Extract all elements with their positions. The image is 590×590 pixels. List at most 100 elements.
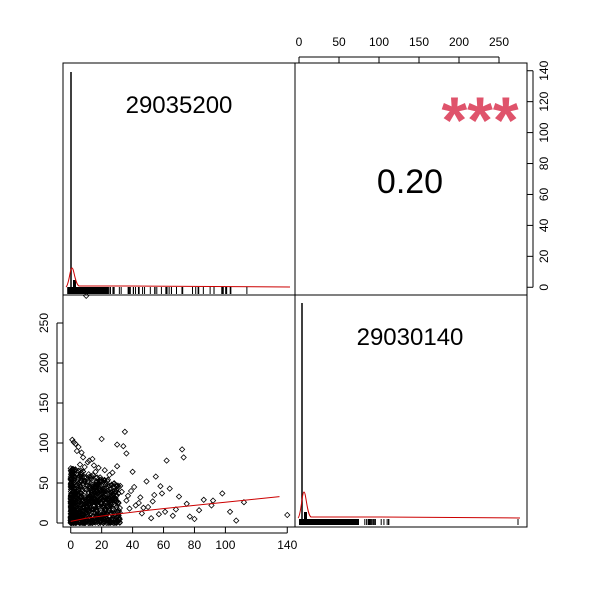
rug-var2: [299, 519, 519, 525]
scatter-point: [74, 491, 81, 498]
scatter-point: [118, 488, 125, 495]
scatter-point: [69, 466, 77, 473]
scatter-point: [83, 482, 91, 489]
scatter-point: [89, 496, 96, 504]
scatter-point: [92, 495, 99, 502]
right-axis-tick-label: 80: [537, 157, 551, 171]
scatter-point: [83, 292, 90, 299]
scatter-point: [100, 486, 107, 493]
scatter-point: [116, 504, 124, 512]
scatter-point: [90, 503, 98, 510]
left-axis-tick-label: 200: [37, 353, 51, 373]
significance-stars: ***: [441, 83, 518, 157]
right-axis-tick-label: 20: [537, 249, 551, 263]
right-axis-tick-label: 40: [537, 218, 551, 232]
scatter-point: [240, 499, 248, 506]
bottom-axis-tick-label: 60: [157, 538, 171, 552]
scatter-point: [233, 517, 240, 524]
bottom-axis-tick-label: 140: [277, 538, 297, 552]
scatter-point: [101, 516, 108, 523]
scatter-point: [96, 483, 103, 490]
scatter-point: [70, 505, 77, 512]
var2-label: 29030140: [357, 324, 464, 351]
scatter-point: [81, 474, 88, 481]
panel-correlation: 0.20 ***: [377, 83, 519, 201]
scatter-point: [79, 454, 87, 461]
scatter-point: [137, 494, 144, 501]
bottom-axis-tick-label: 40: [126, 538, 140, 552]
scatter-point: [114, 512, 122, 520]
scatter-point: [103, 495, 111, 502]
density-line: [297, 491, 521, 519]
scatter-point: [104, 517, 112, 524]
scatter-point: [101, 467, 108, 474]
scatter-point: [108, 493, 116, 500]
axes: 0 50 100 150 200 2500204060801001201400501001…: [37, 35, 551, 552]
scatter-points: [67, 292, 291, 527]
scatter-point: [71, 485, 78, 493]
scatter-point: [101, 507, 108, 514]
scatter-point: [84, 459, 91, 466]
scatter-point: [178, 446, 186, 453]
scatter-point: [94, 513, 101, 520]
scatter-point: [86, 492, 94, 500]
scatter-point: [115, 516, 122, 523]
scatter-point: [89, 512, 97, 519]
scatter-point: [169, 512, 176, 519]
right-axis-tick-label: 120: [537, 91, 551, 111]
scatter-point: [123, 497, 130, 504]
scatter-point: [79, 487, 86, 494]
scatter-point: [113, 463, 121, 470]
scatter-point: [124, 492, 132, 499]
scatter-point: [163, 457, 170, 464]
scatter-point: [86, 483, 94, 490]
scatter-point: [152, 473, 159, 480]
scatter-point: [166, 485, 173, 492]
scatter-point: [147, 515, 155, 522]
scatter-point: [67, 505, 75, 513]
scatter-point: [93, 477, 100, 485]
top-axis-tick-label: 250: [489, 35, 509, 49]
scatter-point: [158, 490, 166, 497]
scatter-point: [101, 493, 108, 501]
scatter-point: [96, 474, 104, 481]
scatter-point: [132, 502, 139, 509]
scatter-point: [226, 508, 234, 515]
smooth-line: [70, 496, 280, 522]
scatter-point: [112, 511, 119, 518]
right-axis-tick-label: 0: [537, 284, 551, 291]
scatter-point: [208, 502, 215, 509]
scatter-point: [73, 503, 80, 510]
top-axis-tick-label: 100: [369, 35, 389, 49]
scatter-point: [68, 473, 76, 480]
scatter-point: [89, 483, 96, 491]
scatter-point: [90, 462, 98, 469]
scatter-point: [72, 440, 79, 447]
bottom-axis-tick-label: 80: [188, 538, 202, 552]
scatter-point: [104, 476, 112, 483]
scatter-point: [76, 514, 83, 522]
left-axis-tick-label: 0: [37, 519, 51, 526]
scatter-point: [94, 487, 101, 494]
scatter-point: [110, 501, 118, 509]
right-axis-tick-label: 100: [537, 122, 551, 142]
scatter-point: [93, 481, 101, 488]
scatter-point: [115, 518, 122, 525]
scatter-point: [143, 478, 150, 485]
scatter-point: [284, 511, 291, 519]
scatter-point: [138, 510, 146, 517]
density-line: [65, 267, 291, 288]
bottom-axis-tick-label: 20: [95, 538, 109, 552]
scatter-point: [161, 508, 169, 515]
scatter-point: [101, 487, 108, 494]
scatter-point: [106, 482, 113, 489]
frame-bottom-right: [294, 294, 528, 528]
scatter-point: [93, 500, 101, 507]
scatter-point: [106, 517, 114, 524]
scatter-point: [120, 443, 127, 450]
right-axis-tick-label: 60: [537, 187, 551, 201]
scatter-point: [149, 498, 156, 505]
scatter-point: [95, 517, 103, 524]
rug-dense-block: [299, 519, 359, 525]
